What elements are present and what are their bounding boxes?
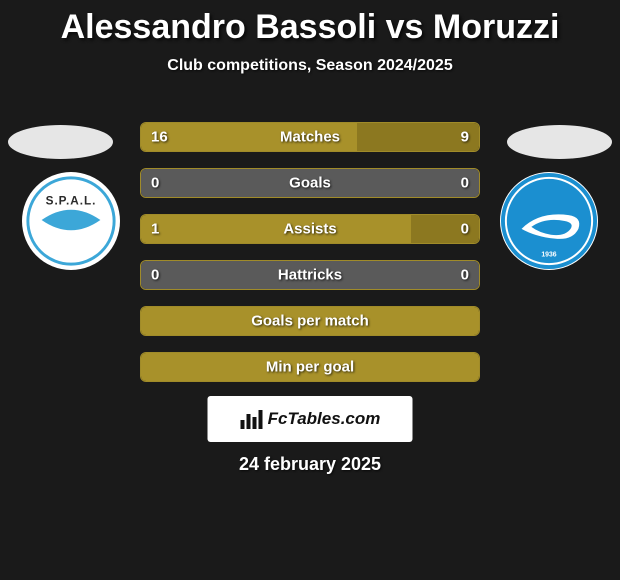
club-badge-left: S.P.A.L. xyxy=(22,172,120,270)
stat-row: 0 0 Goals xyxy=(140,168,480,198)
player-left-marker xyxy=(8,125,113,159)
stat-row: 0 0 Hattricks xyxy=(140,260,480,290)
stat-row-fill-left xyxy=(141,215,411,243)
bars-icon xyxy=(240,408,264,430)
brand-label: FcTables.com xyxy=(268,409,381,429)
stat-value-right: 0 xyxy=(461,175,469,192)
stat-label: Min per goal xyxy=(266,359,354,376)
stat-label: Goals xyxy=(289,175,331,192)
stat-bars: 16 9 Matches 0 0 Goals 1 0 Assists 0 0 Hattricks Goa… xyxy=(140,122,480,398)
stat-value-left: 1 xyxy=(151,221,159,238)
stat-value-right: 0 xyxy=(461,221,469,238)
club-badge-right: 1936 xyxy=(500,172,598,270)
stat-label: Goals per match xyxy=(251,313,369,330)
stat-value-right: 9 xyxy=(461,129,469,146)
footer-date: 24 february 2025 xyxy=(0,454,620,475)
stat-value-left: 0 xyxy=(151,175,159,192)
spal-badge-icon: S.P.A.L. xyxy=(22,172,120,270)
pescara-badge-icon: 1936 xyxy=(500,172,598,270)
stat-label: Assists xyxy=(283,221,336,238)
page-title: Alessandro Bassoli vs Moruzzi xyxy=(0,0,620,47)
stat-row: 1 0 Assists xyxy=(140,214,480,244)
svg-text:S.P.A.L.: S.P.A.L. xyxy=(46,194,97,207)
player-right-marker xyxy=(507,125,612,159)
stat-row-fill-right xyxy=(310,169,479,197)
stat-row: 16 9 Matches xyxy=(140,122,480,152)
svg-text:1936: 1936 xyxy=(541,251,556,258)
stat-label: Matches xyxy=(280,129,340,146)
stat-value-left: 0 xyxy=(151,267,159,284)
stat-row: Min per goal xyxy=(140,352,480,382)
stat-label: Hattricks xyxy=(278,267,342,284)
stat-value-right: 0 xyxy=(461,267,469,284)
stat-row-fill-left xyxy=(141,169,310,197)
stat-value-left: 16 xyxy=(151,129,168,146)
stat-row: Goals per match xyxy=(140,306,480,336)
page-subtitle: Club competitions, Season 2024/2025 xyxy=(0,57,620,75)
brand-footer: FcTables.com xyxy=(208,396,413,442)
